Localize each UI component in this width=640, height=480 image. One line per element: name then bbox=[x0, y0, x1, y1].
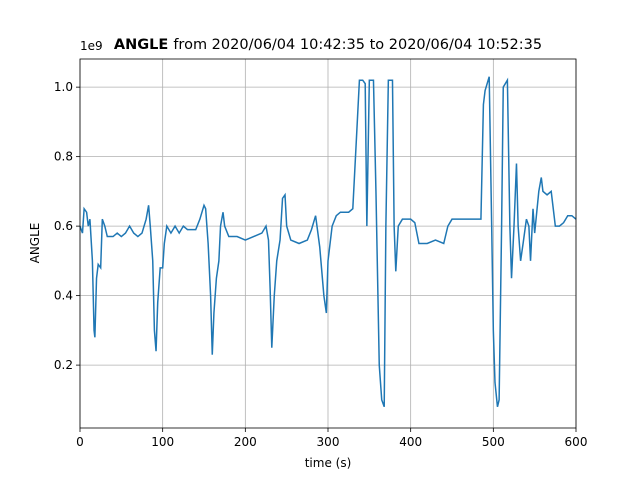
x-tick-label: 500 bbox=[482, 435, 505, 449]
x-tick-label: 300 bbox=[317, 435, 340, 449]
x-tick-label: 600 bbox=[565, 435, 588, 449]
y-offset-label: 1e9 bbox=[80, 39, 103, 53]
data-line bbox=[79, 76, 577, 408]
x-tick-label: 0 bbox=[76, 435, 84, 449]
y-tick-label: 0.4 bbox=[54, 289, 73, 303]
x-tick-label: 200 bbox=[234, 435, 257, 449]
title-rest: from 2020/06/04 10:42:35 to 2020/06/04 1… bbox=[173, 37, 542, 53]
x-tick-label: 100 bbox=[151, 435, 174, 449]
x-tick-label: 400 bbox=[399, 435, 422, 449]
y-tick-label: 0.8 bbox=[54, 150, 73, 164]
x-axis-label: time (s) bbox=[305, 456, 352, 470]
plot-frame bbox=[79, 58, 577, 429]
title-bold: ANGLE bbox=[114, 37, 168, 53]
y-axis-label: ANGLE bbox=[28, 223, 42, 264]
y-tick-label: 0.6 bbox=[54, 219, 73, 233]
y-tick-label: 0.2 bbox=[54, 358, 73, 372]
y-tick-label: 1.0 bbox=[54, 80, 73, 94]
chart-title: ANGLE from 2020/06/04 10:42:35 to 2020/06… bbox=[114, 37, 542, 53]
